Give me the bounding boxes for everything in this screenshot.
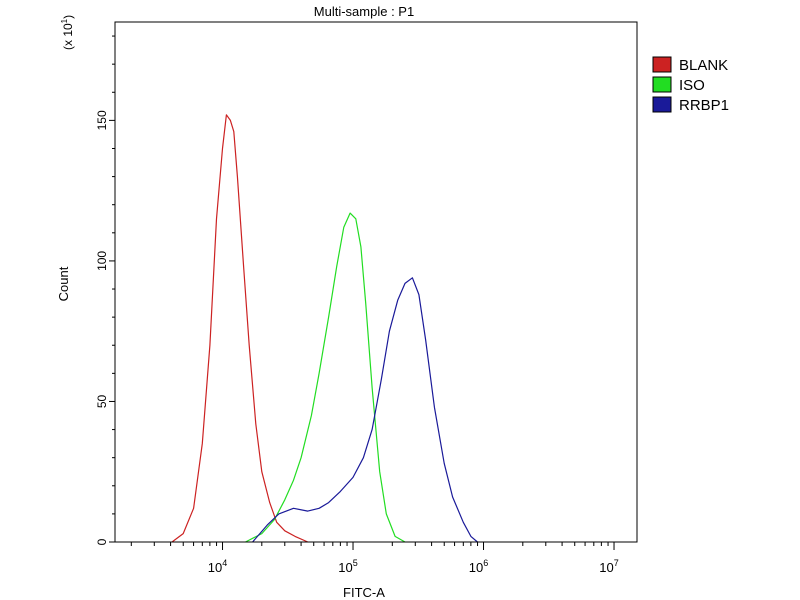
legend-label-iso: ISO	[679, 77, 705, 94]
legend-label-rrbp1: RRBP1	[679, 97, 729, 114]
y-axis-label: Count	[56, 266, 71, 301]
legend-label-blank: BLANK	[679, 57, 728, 74]
series-iso-line	[245, 212, 406, 543]
y-tick-label: 100	[95, 251, 109, 271]
svg-text:(x 101): (x 101)	[60, 15, 75, 50]
x-tick-label: 107	[599, 558, 618, 575]
series-rrbp1-line	[252, 277, 478, 543]
legend-swatch-blank	[652, 56, 672, 73]
plot-frame	[114, 21, 638, 543]
y-tick-label: 50	[95, 394, 109, 408]
y-tick-label: 0	[95, 538, 109, 545]
x-tick-label: 105	[338, 558, 357, 575]
legend-swatch-iso	[652, 76, 672, 93]
y-tick-label: 150	[95, 110, 109, 130]
series-lines	[171, 114, 478, 543]
x-tick-label: 104	[208, 558, 227, 575]
x-axis-label: FITC-A	[343, 585, 385, 600]
series-blank-line	[171, 114, 309, 543]
axis-ticks: 0 50 100 150 104 105 106 107	[95, 35, 619, 575]
legend-swatch-rrbp1	[652, 96, 672, 113]
chart-title: Multi-sample : P1	[314, 4, 414, 19]
y-axis-multiplier: (x 101)	[60, 15, 75, 50]
legend: BLANK ISO RRBP1	[652, 56, 729, 114]
y-multiplier-exponent: 1	[60, 18, 69, 23]
x-tick-label: 106	[469, 558, 488, 575]
y-multiplier-text: (x 10	[61, 23, 75, 50]
